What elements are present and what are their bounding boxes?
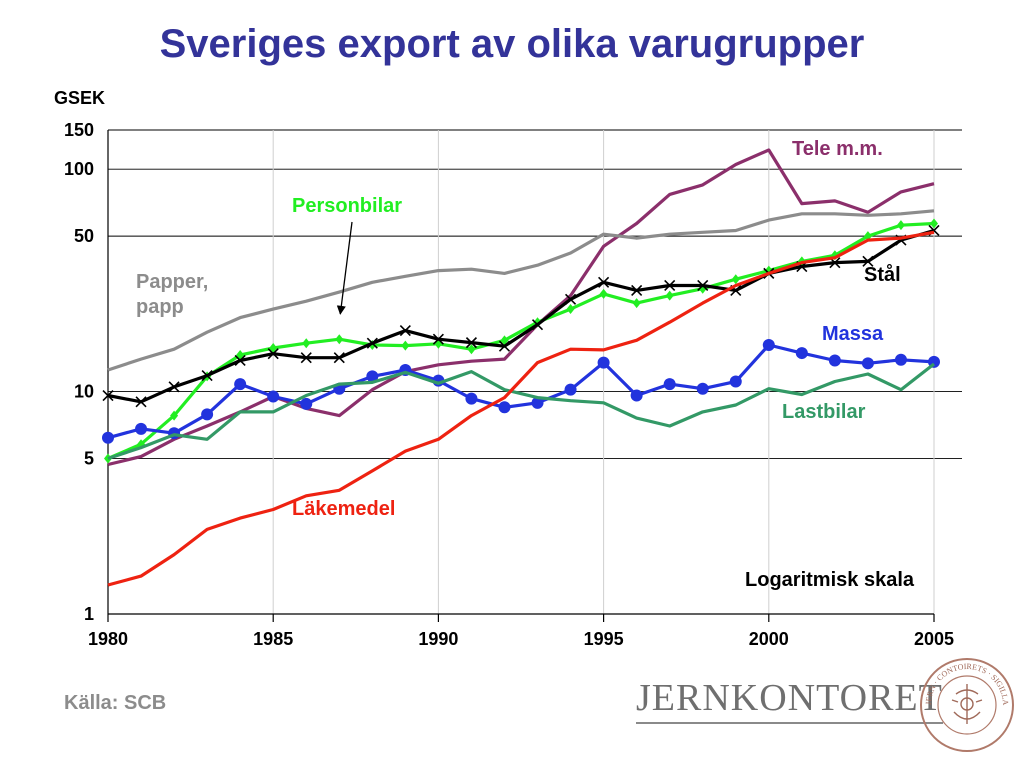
series-4-point-6 <box>300 397 313 410</box>
x-tick-label-2005: 2005 <box>914 629 954 649</box>
x-tick-label-1980: 1980 <box>88 629 128 649</box>
series-3-point-17 <box>664 279 676 292</box>
series-2-point-25 <box>930 218 938 229</box>
labels-layer: Logaritmisk skala Tele m.m. Papper, papp Per… <box>136 138 915 591</box>
series-3-point-16 <box>631 284 643 296</box>
series-2-point-9 <box>401 340 410 351</box>
y-tick-label-5: 5 <box>84 449 94 469</box>
x-tick-label-1990: 1990 <box>418 629 458 649</box>
series-3-point-7 <box>333 352 345 364</box>
series-2-point-19 <box>731 274 740 285</box>
series-line-3 <box>107 228 935 404</box>
series-3-point-18 <box>697 279 709 292</box>
series-layer <box>102 148 940 587</box>
seal-logo: JERN · CONTOIRETS · SIGILLA <box>920 658 1014 752</box>
series-4-point-21 <box>795 347 808 360</box>
series-line-6 <box>107 230 935 587</box>
x-tick-label-2000: 2000 <box>749 629 789 649</box>
series-label-1: Papper, papp <box>136 271 208 318</box>
series-4-point-16 <box>630 389 643 402</box>
series-4-point-14 <box>564 383 577 396</box>
series-label-6: Läkemedel <box>292 498 395 520</box>
series-3-point-10 <box>432 333 444 345</box>
series-3-point-11 <box>465 337 478 349</box>
series-2-point-6 <box>302 338 311 349</box>
series-label-2: Personbilar <box>292 195 402 217</box>
series-4-point-11 <box>465 392 478 405</box>
series-2-point-0 <box>104 453 112 464</box>
series-4-point-24 <box>894 353 907 366</box>
series-4-point-8 <box>366 370 379 383</box>
y-tick-label-150: 150 <box>64 120 94 140</box>
series-4-point-18 <box>696 382 709 395</box>
series-label-3: Stål <box>864 263 901 286</box>
series-2-point-24 <box>896 220 905 231</box>
y-axis-label: GSEK <box>54 88 105 108</box>
series-2-point-15 <box>599 288 608 299</box>
series-4-point-17 <box>663 378 676 391</box>
series-3-point-14 <box>564 293 577 305</box>
series-4-point-13 <box>531 396 544 409</box>
series-4-point-0 <box>102 431 114 444</box>
series-4-point-1 <box>135 422 148 435</box>
series-4-point-3 <box>201 408 214 421</box>
series-2-point-5 <box>269 343 278 354</box>
series-3-point-4 <box>234 354 246 367</box>
series-4-point-23 <box>861 357 874 370</box>
series-2-point-7 <box>335 334 344 345</box>
series-2-point-17 <box>665 290 674 301</box>
series-2-point-16 <box>632 298 641 309</box>
series-4-point-22 <box>828 354 841 367</box>
series-3-point-9 <box>399 325 411 337</box>
y-tick-label-1: 1 <box>84 604 94 624</box>
series-4-point-15 <box>597 356 610 369</box>
logo-wordmark: JERNKONTORET <box>636 676 943 724</box>
y-tick-label-10: 10 <box>74 382 94 402</box>
series-3-point-3 <box>201 370 213 382</box>
series-label-5: Lastbilar <box>782 401 866 423</box>
y-tick-label-50: 50 <box>74 226 94 246</box>
series-4-point-5 <box>267 390 280 403</box>
series-3-point-13 <box>531 319 544 331</box>
axes: 1 5 10 50 100 150 1980 1985 1990 1995 2000 2005 GSEK <box>54 88 954 649</box>
series-line-5 <box>107 362 935 461</box>
x-tick-label-1985: 1985 <box>253 629 293 649</box>
series-4-point-4 <box>234 378 247 391</box>
series-3-point-23 <box>862 255 874 267</box>
series-4-point-19 <box>729 375 742 388</box>
series-4-point-20 <box>762 338 775 351</box>
grid-lines <box>108 129 962 614</box>
series-2-point-2 <box>170 410 179 421</box>
personbilar-callout-arrow <box>336 221 353 315</box>
series-label-0: Tele m.m. <box>792 138 883 160</box>
series-3-point-2 <box>168 381 180 393</box>
series-3-point-15 <box>598 276 610 288</box>
series-line-0 <box>107 148 935 467</box>
source-note: Källa: SCB <box>64 692 167 714</box>
series-2-point-11 <box>467 344 476 355</box>
series-3-point-12 <box>498 340 511 352</box>
series-line-1 <box>107 209 935 372</box>
series-label-4: Massa <box>822 323 884 345</box>
series-3-point-5 <box>267 348 279 360</box>
series-3-point-8 <box>366 337 378 349</box>
series-3-point-1 <box>135 396 147 408</box>
log-scale-annotation: Logaritmisk skala <box>745 569 915 591</box>
page-title: Sveriges export av olika varugrupper <box>159 22 865 66</box>
x-tick-label-1995: 1995 <box>584 629 624 649</box>
series-2-point-12 <box>500 335 509 346</box>
series-3-point-0 <box>102 389 114 402</box>
series-3-point-6 <box>300 352 312 364</box>
y-tick-label-100: 100 <box>64 159 94 179</box>
series-4-point-12 <box>498 401 511 414</box>
series-2-point-14 <box>566 304 575 315</box>
